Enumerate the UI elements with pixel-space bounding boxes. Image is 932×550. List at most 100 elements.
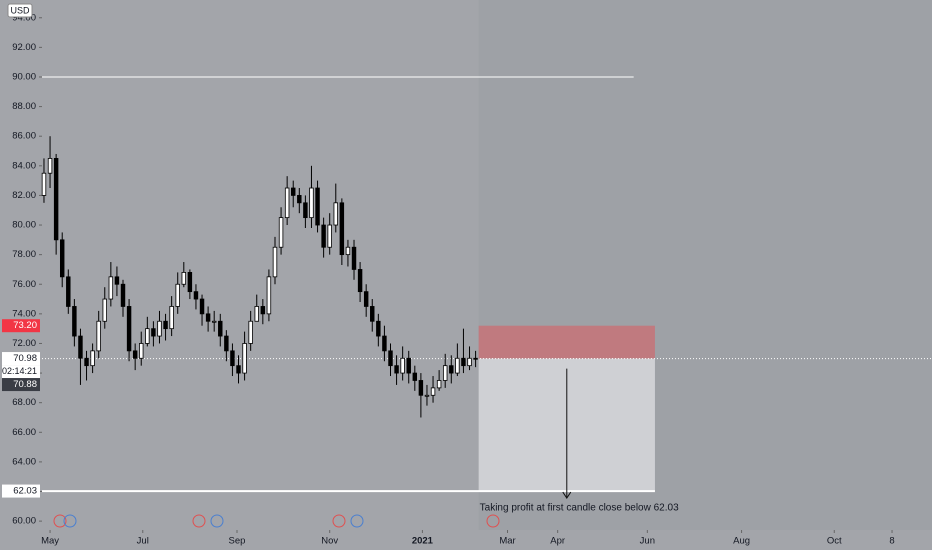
candle-body — [467, 357, 472, 367]
dividend-icon[interactable] — [210, 514, 224, 528]
candle-body — [394, 365, 399, 374]
candle-body — [363, 291, 369, 307]
y-tick-label: 74.00 — [12, 308, 36, 319]
plot-area: 60.0062.0064.0066.0068.0070.0072.0074.00… — [12, 0, 932, 547]
previous-price-label: 70.88 — [13, 379, 37, 390]
candle-body — [47, 158, 53, 174]
candle-body — [114, 276, 120, 285]
candle-body — [163, 320, 168, 330]
candle-body — [59, 239, 65, 278]
last-price-label-box — [2, 352, 40, 366]
candle-body — [461, 357, 466, 367]
earnings-icon[interactable] — [486, 514, 500, 528]
earnings-icon[interactable] — [192, 514, 206, 528]
candle-body — [145, 328, 150, 344]
stop-price-label: 73.20 — [13, 320, 37, 331]
earnings-icon[interactable] — [332, 514, 346, 528]
candle-body — [175, 283, 180, 307]
annotation: Taking profit at first candle close belo… — [480, 503, 679, 514]
candle-body — [187, 272, 193, 293]
candle-body — [157, 320, 162, 337]
candle-body — [412, 372, 418, 381]
candle-body — [382, 335, 387, 352]
y-tick-label: 78.00 — [12, 249, 36, 260]
event-markers — [53, 514, 500, 528]
target-price-label-box — [2, 484, 40, 498]
candle-body — [315, 187, 320, 226]
y-tick-label: 86.00 — [12, 131, 36, 142]
x-tick-label: Aug — [733, 536, 750, 547]
candle-body — [72, 306, 77, 337]
candle-body — [284, 187, 290, 219]
candle-body — [90, 350, 95, 367]
y-tick-label: 60.00 — [12, 516, 36, 527]
x-tick-label: 2021 — [412, 536, 434, 547]
earnings-icon[interactable] — [53, 514, 67, 528]
candle-body — [436, 380, 442, 389]
candle-body — [388, 350, 393, 367]
currency[interactable]: USD — [10, 5, 30, 15]
candle-body — [400, 357, 405, 374]
x-tick-label: Sep — [229, 536, 246, 547]
candle-body — [345, 246, 351, 256]
candle-body — [120, 283, 126, 307]
y-tick-label: 68.00 — [12, 397, 36, 408]
candle-body — [291, 187, 296, 196]
y-tick-label: 72.00 — [12, 338, 36, 349]
previous-price-label-box — [2, 378, 40, 392]
candle-body — [53, 158, 59, 241]
candle-body — [224, 335, 229, 352]
x-tick-label: May — [41, 536, 59, 547]
candle-body — [473, 357, 478, 360]
candle-body — [449, 365, 454, 374]
candle-body — [327, 224, 332, 248]
x-tick-label: 8 — [889, 536, 894, 547]
candle-body — [376, 320, 381, 337]
currency-box[interactable] — [7, 3, 33, 18]
x-tick-label: Oct — [827, 536, 842, 547]
countdown-box — [2, 365, 40, 379]
y-tick-label: 80.00 — [12, 220, 36, 231]
candle-body — [41, 172, 47, 196]
stop-zone — [478, 325, 655, 359]
candle-body — [260, 306, 266, 315]
candle-body — [303, 202, 308, 219]
candle-body — [297, 195, 302, 204]
candle-body — [139, 343, 144, 359]
candle-body — [430, 387, 436, 396]
dividend-icon[interactable] — [63, 514, 77, 528]
candle-body — [351, 246, 357, 270]
y-tick-label: 64.00 — [12, 456, 36, 467]
candle-body — [236, 365, 241, 374]
candle-body — [455, 357, 460, 374]
y-tick-label: 84.00 — [12, 160, 36, 171]
countdown: 02:14:21 — [2, 366, 37, 376]
candle-body — [66, 276, 71, 307]
y-tick-label: 82.00 — [12, 190, 36, 201]
candle-body — [357, 269, 363, 293]
candle-body — [272, 246, 278, 278]
candle-body — [333, 202, 339, 226]
candle-body — [278, 217, 284, 248]
candle-body — [193, 291, 199, 300]
candle-body — [96, 320, 101, 352]
x-tick-label: Apr — [550, 536, 565, 547]
candle-body — [218, 320, 223, 337]
candle-body — [230, 350, 235, 367]
candle-body — [370, 306, 375, 322]
x-tick-label: Mar — [499, 536, 515, 547]
dividend-icon[interactable] — [350, 514, 364, 528]
candle-body — [102, 298, 107, 322]
candle-body — [418, 380, 424, 396]
candle-body — [442, 365, 448, 381]
candle-body — [254, 306, 259, 322]
x-tick-label: Jun — [640, 536, 655, 547]
candle-body — [321, 224, 326, 248]
candle-body — [309, 187, 314, 219]
candle-body — [108, 276, 114, 300]
candle-body — [132, 350, 138, 359]
y-tick-label: 90.00 — [12, 71, 36, 82]
y-tick-label: 88.00 — [12, 101, 36, 112]
candle-body — [169, 306, 174, 330]
